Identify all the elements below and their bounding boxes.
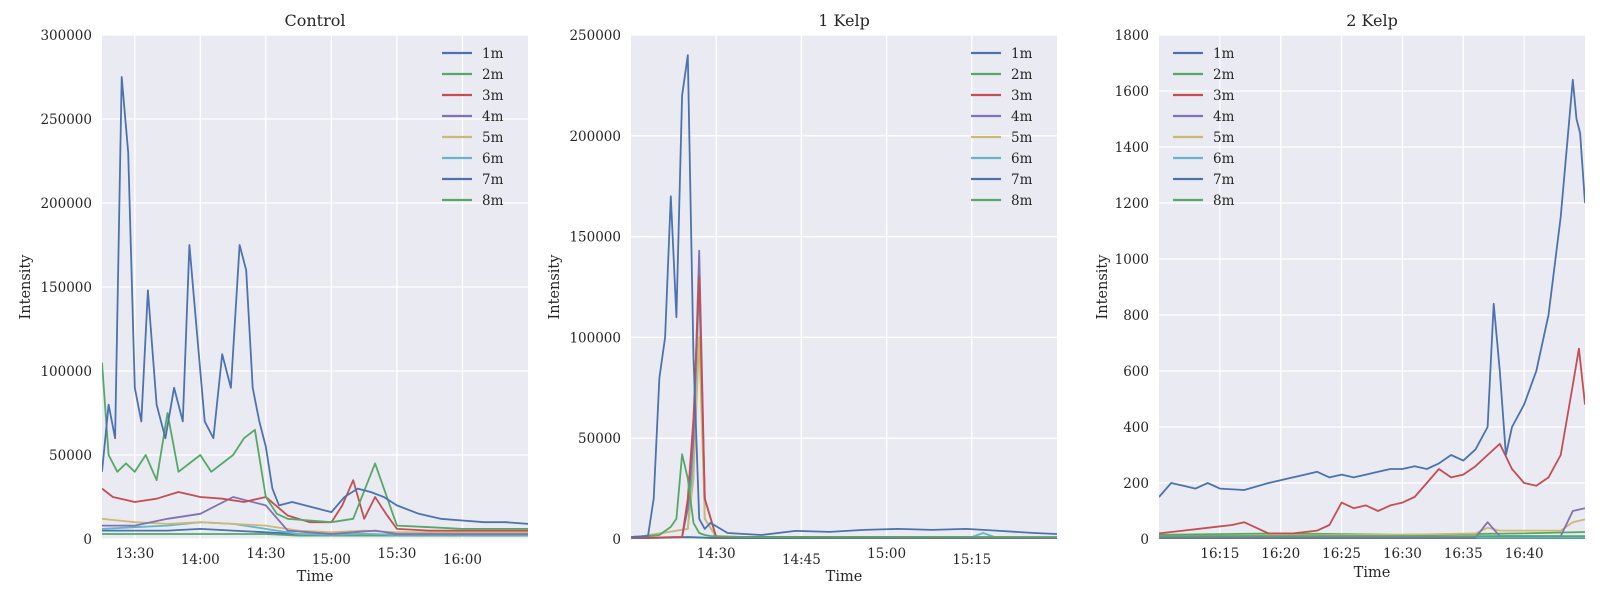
chart-title: 2 Kelp	[1346, 11, 1398, 30]
x-tick-label: 14:00	[181, 552, 220, 568]
y-tick-label: 1200	[1115, 196, 1149, 212]
y-tick-label: 1000	[1115, 252, 1149, 268]
series-line-3m	[631, 275, 1057, 539]
chart-panel-1: 0 50000 100000 150000 200000 250000 300000 13:3…	[18, 11, 528, 585]
series-lines	[102, 76, 528, 537]
x-tick-label: 15:30	[377, 546, 416, 562]
legend-label-5m: 5m	[1011, 130, 1033, 146]
legend-label-6m: 6m	[482, 151, 504, 167]
legend-label-4m: 4m	[1213, 109, 1235, 125]
x-tick-label: 16:00	[443, 552, 482, 568]
x-axis-label: Time	[1354, 565, 1391, 581]
y-tick-label: 250000	[569, 28, 621, 44]
series-line-2m	[631, 453, 1057, 538]
series-line-5m	[102, 517, 528, 534]
legend-label-5m: 5m	[482, 130, 504, 146]
x-axis-label: Time	[826, 569, 863, 585]
legend-label-1m: 1m	[482, 46, 504, 62]
x-tick-label: 15:00	[867, 546, 906, 562]
series-line-3m	[1159, 347, 1585, 535]
chart-title: 1 Kelp	[818, 11, 870, 30]
x-tick-label: 14:30	[246, 546, 285, 562]
gridlines	[102, 34, 528, 540]
x-tick-label: 14:30	[697, 546, 736, 562]
chart-panel-2: 0 50000 100000 150000 200000 250000 14:30 14:45…	[547, 11, 1057, 585]
y-tick-label: 150000	[40, 280, 92, 296]
y-tick-label: 200000	[569, 129, 621, 145]
legend-label-8m: 8m	[482, 193, 504, 209]
legend: 1m 2m 3m 4m 5m 6m 7m 8m	[442, 46, 504, 209]
y-tick-label: 100000	[569, 330, 621, 346]
legend-label-7m: 7m	[1213, 172, 1235, 188]
y-tick-label: 200	[1123, 476, 1149, 492]
x-tick-label: 13:30	[115, 546, 154, 562]
legend-label-6m: 6m	[1213, 151, 1235, 167]
y-tick-label: 50000	[578, 431, 621, 447]
y-tick-label: 250000	[40, 112, 92, 128]
legend-label-8m: 8m	[1011, 193, 1033, 209]
y-tick-label: 300000	[40, 28, 92, 44]
plot-area	[1159, 35, 1585, 539]
legend: 1m 2m 3m 4m 5m 6m 7m 8m	[971, 46, 1033, 209]
y-tick-label: 400	[1123, 420, 1149, 436]
series-line-4m	[102, 496, 528, 535]
chart-title: Control	[284, 11, 345, 30]
y-tick-label: 800	[1123, 308, 1149, 324]
y-tick-label: 0	[1140, 532, 1149, 548]
y-tick-label: 0	[612, 532, 621, 548]
legend-label-3m: 3m	[482, 88, 504, 104]
legend-label-5m: 5m	[1213, 130, 1235, 146]
chart-panel-3: 0 200 400 600 800 1000 1200 1400 1600 1800 16:15 16…	[1095, 11, 1585, 581]
y-tick-label: 1400	[1115, 140, 1149, 156]
series-line-1m	[102, 76, 528, 525]
legend-label-4m: 4m	[1011, 109, 1033, 125]
x-axis-label: Time	[297, 569, 334, 585]
legend-label-2m: 2m	[1011, 67, 1033, 83]
y-tick-label: 0	[83, 532, 92, 548]
legend-label-4m: 4m	[482, 109, 504, 125]
x-tick-label: 16:40	[1505, 546, 1544, 562]
series-lines	[1159, 78, 1585, 539]
gridlines	[1159, 34, 1585, 540]
legend-label-7m: 7m	[1011, 172, 1033, 188]
x-tick-label: 16:30	[1383, 546, 1422, 562]
legend-label-3m: 3m	[1011, 88, 1033, 104]
series-line-1m	[631, 54, 1057, 538]
x-tick-label: 16:15	[1200, 546, 1239, 562]
y-tick-label: 150000	[569, 230, 621, 246]
legend-label-1m: 1m	[1213, 46, 1235, 62]
x-tick-label: 16:25	[1322, 546, 1361, 562]
series-line-4m	[1159, 507, 1585, 539]
series-line-2m	[102, 362, 528, 530]
y-tick-label: 600	[1123, 364, 1149, 380]
legend-label-7m: 7m	[482, 172, 504, 188]
legend-label-6m: 6m	[1011, 151, 1033, 167]
y-tick-label: 100000	[40, 364, 92, 380]
x-tick-label: 16:35	[1444, 546, 1483, 562]
y-axis-label: Intensity	[18, 254, 34, 320]
x-tick-label: 15:00	[312, 552, 351, 568]
series-line-1m	[1159, 78, 1585, 498]
legend-label-1m: 1m	[1011, 46, 1033, 62]
legend-label-2m: 2m	[1213, 67, 1235, 83]
legend-label-2m: 2m	[482, 67, 504, 83]
y-tick-label: 200000	[40, 196, 92, 212]
x-tick-label: 14:45	[782, 552, 821, 568]
y-tick-label: 1600	[1115, 84, 1149, 100]
y-tick-label: 50000	[49, 448, 92, 464]
x-tick-label: 16:20	[1261, 546, 1300, 562]
legend-label-8m: 8m	[1213, 193, 1235, 209]
y-tick-label: 1800	[1115, 28, 1149, 44]
legend: 1m 2m 3m 4m 5m 6m 7m 8m	[1173, 46, 1235, 209]
legend-label-3m: 3m	[1213, 88, 1235, 104]
y-axis-label: Intensity	[1095, 254, 1111, 320]
y-axis-label: Intensity	[547, 254, 563, 320]
series-lines	[631, 54, 1057, 539]
x-tick-label: 15:15	[952, 552, 991, 568]
